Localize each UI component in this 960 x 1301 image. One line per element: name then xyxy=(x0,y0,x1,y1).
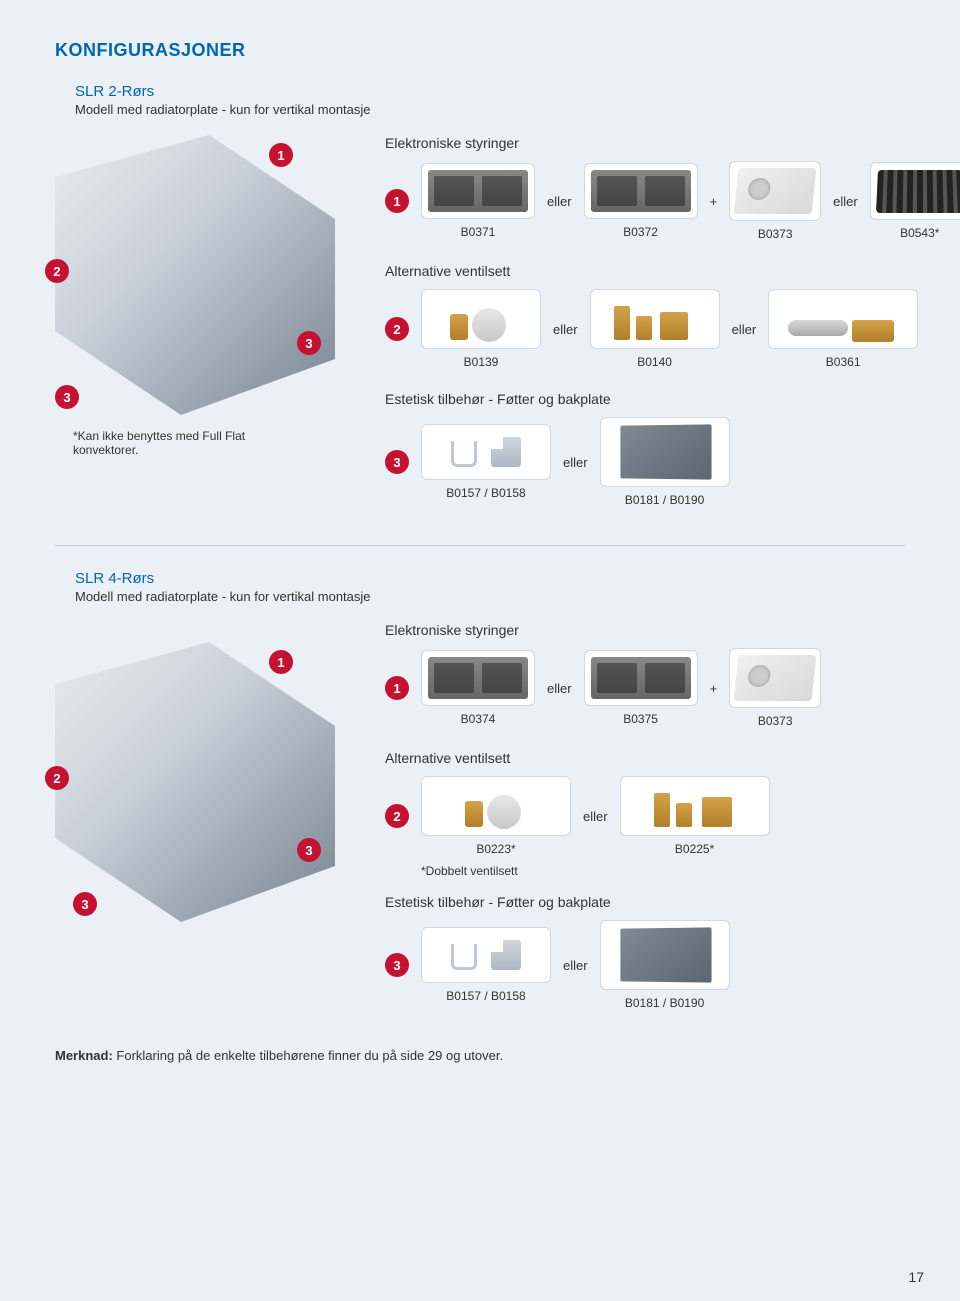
config2-aesthetic-title: Estetisk tilbehør - Føtter og bakplate xyxy=(385,894,905,910)
aesthetic-badge: 3 xyxy=(385,953,409,977)
thermostat-icon xyxy=(734,168,817,214)
product-card xyxy=(421,163,535,219)
hero-badge-2: 2 xyxy=(45,259,69,283)
controller-icon xyxy=(428,657,528,699)
product-card xyxy=(600,920,730,990)
foot-bracket-icon xyxy=(451,944,477,970)
config-slr-2rors: SLR 2-Rørs Modell med radiatorplate - ku… xyxy=(55,83,905,515)
footer-note-label: Merknad: xyxy=(55,1048,113,1063)
hero-badge-2: 2 xyxy=(45,766,69,790)
backplate-icon xyxy=(620,927,711,982)
part-code: B0140 xyxy=(637,355,672,369)
footer-note: Merknad: Forklaring på de enkelte tilbeh… xyxy=(55,1048,905,1063)
controller-icon xyxy=(591,170,691,212)
foot-bracket-icon xyxy=(491,437,521,467)
part-code: B0372 xyxy=(623,225,658,239)
product-card xyxy=(421,424,551,480)
product-card xyxy=(421,650,535,706)
config2-header: SLR 4-Rørs Modell med radiatorplate - ku… xyxy=(75,570,905,604)
joiner-text: eller xyxy=(833,194,858,209)
thermostat-icon xyxy=(734,655,817,701)
footer-note-text: Forklaring på de enkelte tilbehørene fin… xyxy=(116,1048,503,1063)
heatsink-icon xyxy=(876,170,960,213)
config1-footnote: *Kan ikke benyttes med Full Flat konvekt… xyxy=(73,429,253,457)
config1-header: SLR 2-Rørs Modell med radiatorplate - ku… xyxy=(75,83,905,117)
config2-title: SLR 4-Rørs xyxy=(75,570,905,587)
section-divider xyxy=(55,545,905,546)
joiner-text: eller xyxy=(563,455,588,470)
config-slr-4rors: SLR 4-Rørs Modell med radiatorplate - ku… xyxy=(55,570,905,1018)
part-code: B0371 xyxy=(461,225,496,239)
page-heading: KONFIGURASJONER xyxy=(55,40,905,61)
product-card xyxy=(600,417,730,487)
aesthetic-badge: 3 xyxy=(385,450,409,474)
joiner-text: eller xyxy=(732,322,757,337)
joiner-text: eller xyxy=(563,958,588,973)
config1-aesthetic-title: Estetisk tilbehør - Føtter og bakplate xyxy=(385,391,960,407)
backplate-icon xyxy=(620,424,711,479)
product-card xyxy=(421,289,541,349)
config1-controls-title: Elektroniske styringer xyxy=(385,135,960,151)
product-card xyxy=(584,163,698,219)
valve-kit-icon xyxy=(461,783,531,829)
valve-kit-icon xyxy=(610,296,700,342)
hero-badge-3a: 3 xyxy=(297,838,321,862)
controller-icon xyxy=(591,657,691,699)
part-code: B0373 xyxy=(758,714,793,728)
part-code: B0375 xyxy=(623,712,658,726)
product-card xyxy=(620,776,770,836)
config2-desc: Modell med radiatorplate - kun for verti… xyxy=(75,589,905,604)
part-code: B0181 / B0190 xyxy=(625,493,704,507)
product-card xyxy=(729,161,821,221)
valves-badge: 2 xyxy=(385,804,409,828)
config1-desc: Modell med radiatorplate - kun for verti… xyxy=(75,102,905,117)
hero-badge-1: 1 xyxy=(269,650,293,674)
config2-hero-image: 1 2 3 3 xyxy=(55,642,335,922)
product-card xyxy=(590,289,720,349)
hero-badge-1: 1 xyxy=(269,143,293,167)
controls-badge: 1 xyxy=(385,189,409,213)
config2-valves-title: Alternative ventilsett xyxy=(385,750,905,766)
joiner-text: eller xyxy=(583,809,608,824)
joiner-text: eller xyxy=(553,322,578,337)
part-code: B0157 / B0158 xyxy=(446,989,525,1003)
valve-kit-icon xyxy=(650,783,740,829)
hero-badge-3b: 3 xyxy=(73,892,97,916)
product-card xyxy=(421,776,571,836)
valves-badge: 2 xyxy=(385,317,409,341)
foot-bracket-icon xyxy=(451,441,477,467)
controller-icon xyxy=(428,170,528,212)
config2-valves-subnote: *Dobbelt ventilsett xyxy=(421,864,905,878)
valve-kit-icon xyxy=(446,296,516,342)
product-card xyxy=(421,927,551,983)
part-code: B0225* xyxy=(675,842,714,856)
hero-badge-3b: 3 xyxy=(55,385,79,409)
controls-badge: 1 xyxy=(385,676,409,700)
joiner-text: eller xyxy=(547,194,572,209)
part-code: B0139 xyxy=(464,355,499,369)
part-code: B0223* xyxy=(476,842,515,856)
part-code: B0374 xyxy=(461,712,496,726)
config1-title: SLR 2-Rørs xyxy=(75,83,905,100)
hose-kit-icon xyxy=(788,296,898,342)
part-code: B0361 xyxy=(826,355,861,369)
product-card xyxy=(768,289,918,349)
product-card xyxy=(870,162,960,220)
config2-controls-title: Elektroniske styringer xyxy=(385,622,905,638)
part-code: B0181 / B0190 xyxy=(625,996,704,1010)
product-card xyxy=(584,650,698,706)
part-code: B0373 xyxy=(758,227,793,241)
page-number: 17 xyxy=(908,1269,924,1285)
part-code: B0157 / B0158 xyxy=(446,486,525,500)
part-code: B0543* xyxy=(900,226,939,240)
config1-valves-title: Alternative ventilsett xyxy=(385,263,960,279)
joiner-text: eller xyxy=(547,681,572,696)
joiner-text: + xyxy=(710,194,718,209)
joiner-text: + xyxy=(710,681,718,696)
hero-badge-3a: 3 xyxy=(297,331,321,355)
foot-bracket-icon xyxy=(491,940,521,970)
product-card xyxy=(729,648,821,708)
config1-hero-image: 1 2 3 3 xyxy=(55,135,335,415)
